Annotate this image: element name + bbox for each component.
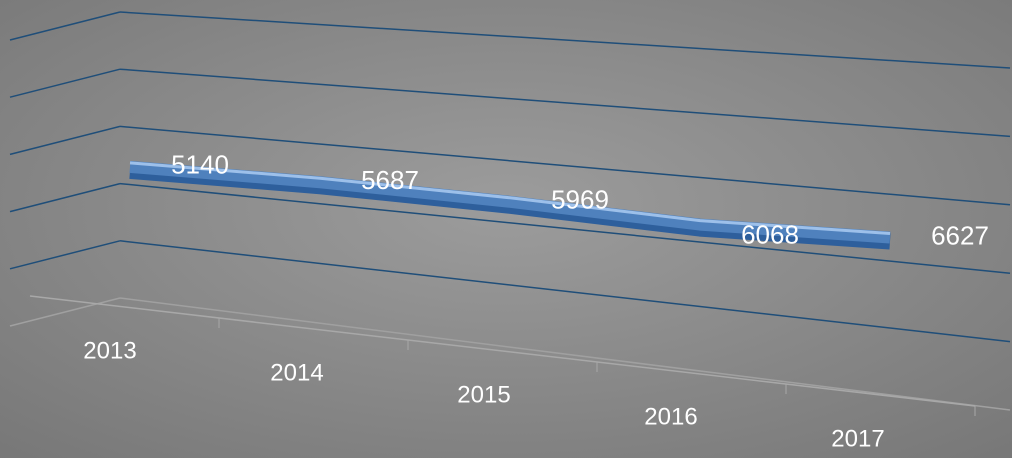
grid-line bbox=[119, 125, 1011, 206]
data-label: 6627 bbox=[931, 220, 989, 250]
floor-line bbox=[29, 295, 976, 407]
grid-line bbox=[119, 240, 1011, 343]
data-label: 6068 bbox=[741, 219, 799, 249]
side-grid-line bbox=[9, 240, 121, 270]
x-tick-label: 2014 bbox=[270, 359, 323, 386]
line bbox=[129, 160, 891, 244]
grid-line bbox=[119, 68, 1011, 138]
side-grid-line bbox=[9, 182, 121, 213]
x-tick-label: 2013 bbox=[83, 337, 136, 364]
side-grid-line bbox=[9, 125, 121, 156]
grid-line bbox=[119, 11, 1011, 69]
grid-line bbox=[119, 182, 1011, 274]
x-tick-label: 2016 bbox=[644, 403, 697, 430]
side-grid-line bbox=[9, 297, 121, 327]
ribbon-highlight bbox=[129, 161, 891, 235]
grid-line bbox=[119, 297, 1011, 411]
x-tick-label: 2015 bbox=[457, 381, 510, 408]
x-tick-label: 2017 bbox=[831, 425, 884, 452]
data-label: 5140 bbox=[171, 150, 229, 180]
data-label: 5687 bbox=[361, 165, 419, 195]
data-label: 5969 bbox=[551, 185, 609, 215]
side-grid-line bbox=[9, 68, 121, 98]
side-grid-line bbox=[9, 11, 121, 41]
